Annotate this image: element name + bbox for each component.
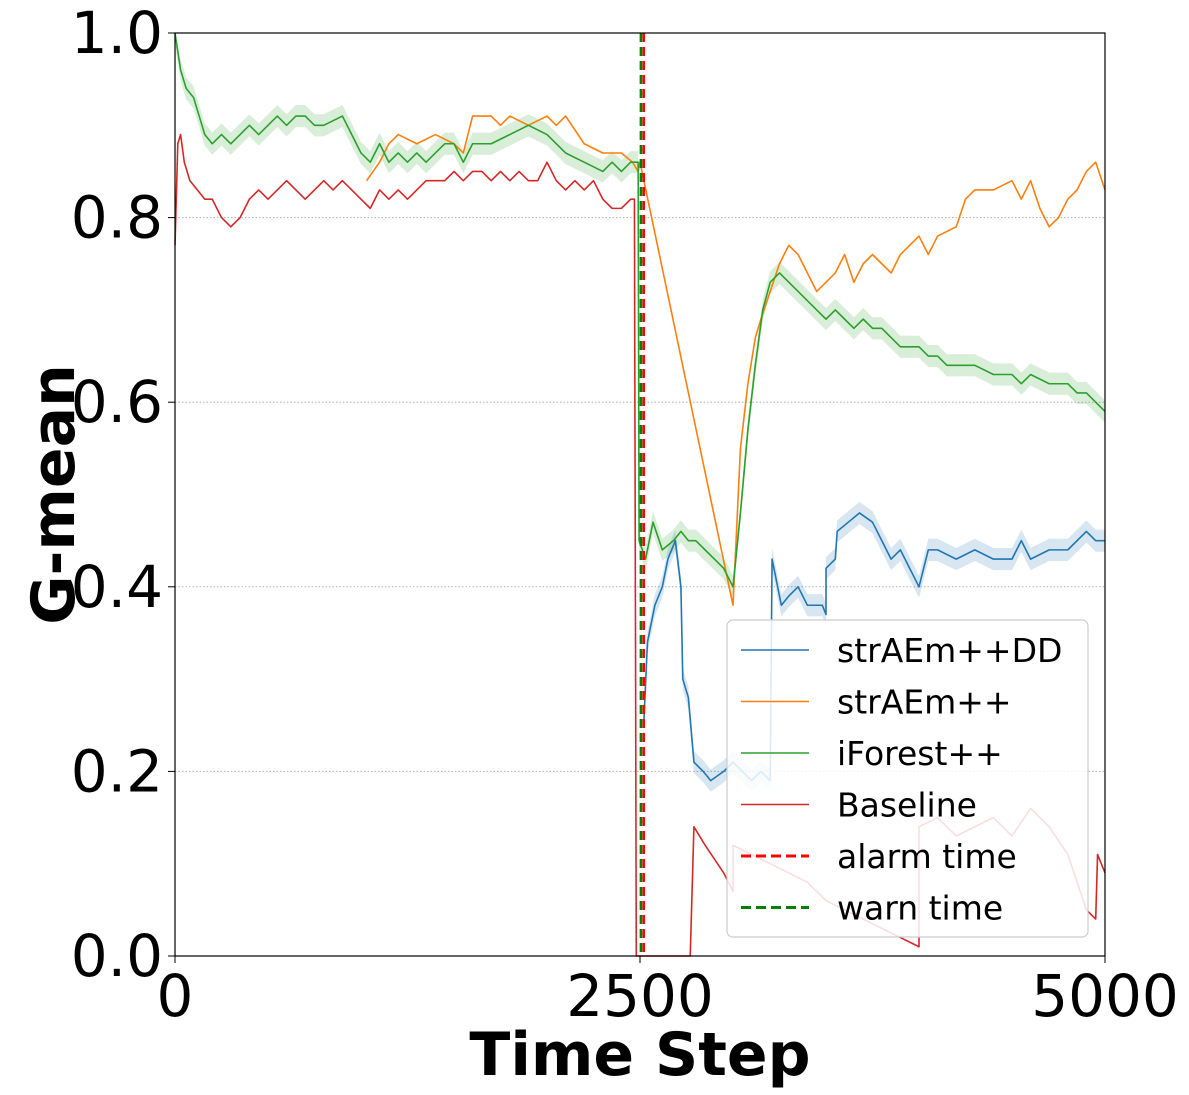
legend-label-alarm-time: alarm time [837, 837, 1017, 876]
series-line-straem [365, 115, 1106, 607]
x-tick-label: 5000 [1031, 962, 1179, 1030]
y-tick-label: 0.4 [71, 553, 163, 621]
x-tick-label: 2500 [566, 962, 714, 1030]
tick-layer: 0.0 0.2 0.4 0.6 0.8 1.0 0 2500 5000 [71, 0, 1179, 1030]
legend: strAEm++DD strAEm++ iForest++ Baseline alarm… [726, 619, 1089, 938]
legend-label-iforest: iForest++ [837, 734, 1003, 773]
series-line-layer [174, 32, 1106, 957]
x-tick-label: 0 [157, 962, 194, 1030]
legend-label-straem: strAEm++ [837, 683, 1012, 722]
x-axis-title: Time Step [469, 1020, 810, 1090]
legend-label-warn-time: warn time [837, 889, 1003, 928]
series-line-iforest [174, 32, 1106, 588]
y-tick-label: 0.6 [71, 368, 163, 436]
legend-label-baseline: Baseline [837, 786, 977, 825]
series-line-straem-dd [642, 512, 1105, 782]
y-tick-label: 0.0 [71, 922, 163, 990]
legend-box [726, 619, 1089, 938]
y-tick-label: 0.2 [71, 737, 163, 805]
y-tick-label: 0.8 [71, 184, 163, 252]
y-tick-label: 1.0 [71, 0, 163, 67]
series-line-baseline [174, 133, 1106, 957]
legend-label-straem-dd: strAEm++DD [837, 631, 1062, 670]
y-axis-title: G-mean [19, 364, 89, 625]
